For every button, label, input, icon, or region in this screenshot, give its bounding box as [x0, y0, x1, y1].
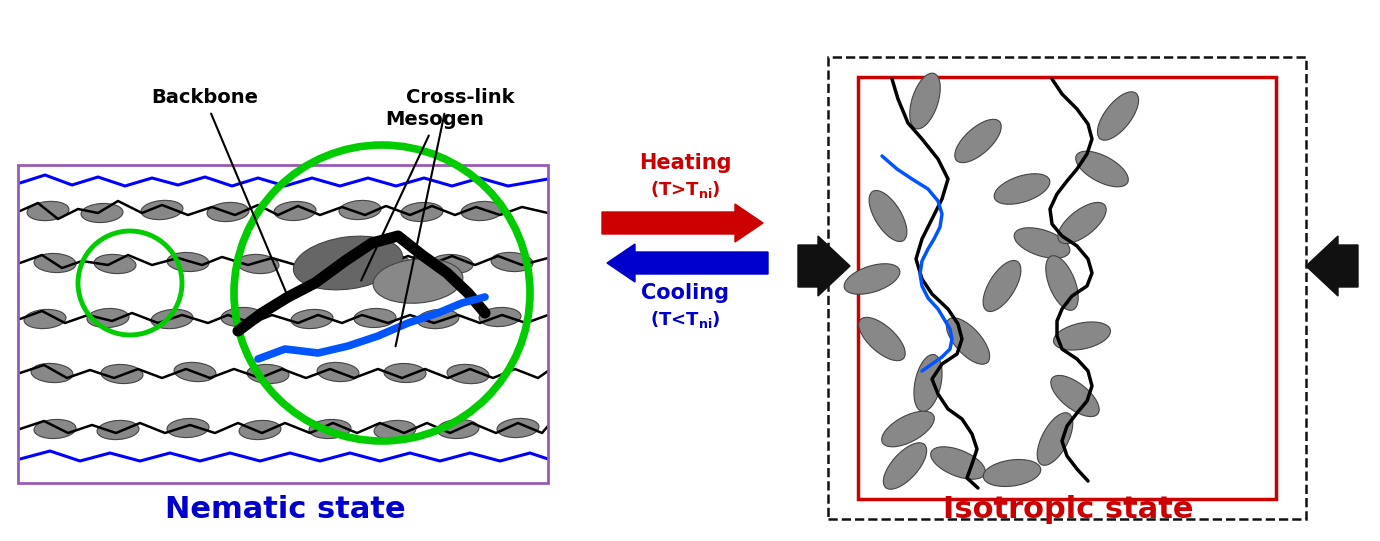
Ellipse shape: [461, 201, 502, 221]
Ellipse shape: [384, 364, 426, 382]
Ellipse shape: [207, 202, 248, 222]
Ellipse shape: [167, 418, 208, 438]
Ellipse shape: [1075, 151, 1129, 187]
Ellipse shape: [30, 364, 73, 382]
Ellipse shape: [368, 253, 411, 273]
Ellipse shape: [237, 254, 279, 274]
Ellipse shape: [955, 120, 1002, 163]
Ellipse shape: [983, 260, 1021, 312]
FancyArrow shape: [602, 204, 763, 242]
Ellipse shape: [402, 202, 443, 222]
Ellipse shape: [247, 365, 288, 384]
Ellipse shape: [479, 307, 522, 327]
Ellipse shape: [167, 253, 208, 272]
Text: Cooling: Cooling: [640, 283, 729, 303]
FancyArrow shape: [798, 236, 850, 296]
Ellipse shape: [309, 419, 351, 439]
Ellipse shape: [174, 362, 215, 381]
Ellipse shape: [431, 254, 473, 274]
Ellipse shape: [883, 443, 927, 489]
Ellipse shape: [447, 364, 489, 384]
Ellipse shape: [34, 253, 76, 273]
Ellipse shape: [914, 354, 943, 412]
Ellipse shape: [141, 200, 184, 220]
Ellipse shape: [294, 236, 403, 290]
Ellipse shape: [94, 254, 137, 274]
Text: Backbone: Backbone: [152, 88, 258, 107]
Text: (T<T$_{\mathregular{ni}}$): (T<T$_{\mathregular{ni}}$): [650, 308, 720, 329]
Ellipse shape: [23, 309, 66, 328]
Ellipse shape: [221, 307, 264, 327]
Ellipse shape: [930, 447, 985, 479]
FancyArrow shape: [1305, 236, 1358, 296]
Bar: [858, 77, 1276, 499]
Bar: [18, 165, 548, 483]
Ellipse shape: [1014, 228, 1070, 258]
FancyArrow shape: [607, 244, 769, 282]
Text: Nematic state: Nematic state: [164, 494, 406, 524]
Ellipse shape: [304, 253, 346, 272]
Ellipse shape: [87, 308, 128, 327]
Ellipse shape: [101, 365, 144, 384]
Text: Cross-link: Cross-link: [406, 88, 515, 107]
Ellipse shape: [909, 73, 940, 129]
Ellipse shape: [28, 201, 69, 221]
Ellipse shape: [994, 174, 1050, 204]
Ellipse shape: [355, 308, 396, 327]
Text: (T>T$_{\mathregular{ni}}$): (T>T$_{\mathregular{ni}}$): [650, 179, 720, 200]
Ellipse shape: [947, 318, 989, 364]
Ellipse shape: [373, 259, 462, 304]
Ellipse shape: [81, 203, 123, 222]
Ellipse shape: [1053, 322, 1111, 350]
Ellipse shape: [34, 419, 76, 439]
Ellipse shape: [437, 419, 479, 439]
Text: Isotropic state: Isotropic state: [943, 494, 1194, 524]
Ellipse shape: [882, 411, 934, 447]
Ellipse shape: [497, 418, 540, 438]
Ellipse shape: [339, 200, 381, 220]
Bar: [828, 57, 1305, 519]
Ellipse shape: [291, 309, 333, 328]
Ellipse shape: [275, 201, 316, 221]
Ellipse shape: [150, 309, 193, 328]
Text: Mesogen: Mesogen: [385, 110, 484, 129]
Ellipse shape: [1046, 256, 1078, 311]
Ellipse shape: [417, 309, 460, 328]
Ellipse shape: [983, 459, 1041, 486]
Ellipse shape: [869, 190, 907, 241]
Ellipse shape: [1097, 92, 1138, 140]
Ellipse shape: [1058, 202, 1107, 243]
Ellipse shape: [374, 420, 415, 440]
Ellipse shape: [1050, 375, 1100, 417]
Ellipse shape: [845, 263, 900, 294]
Ellipse shape: [1038, 413, 1072, 465]
Text: Heating: Heating: [639, 153, 731, 173]
Ellipse shape: [239, 420, 282, 440]
Ellipse shape: [491, 253, 533, 272]
Ellipse shape: [317, 362, 359, 381]
Ellipse shape: [97, 420, 139, 440]
Ellipse shape: [858, 318, 905, 361]
